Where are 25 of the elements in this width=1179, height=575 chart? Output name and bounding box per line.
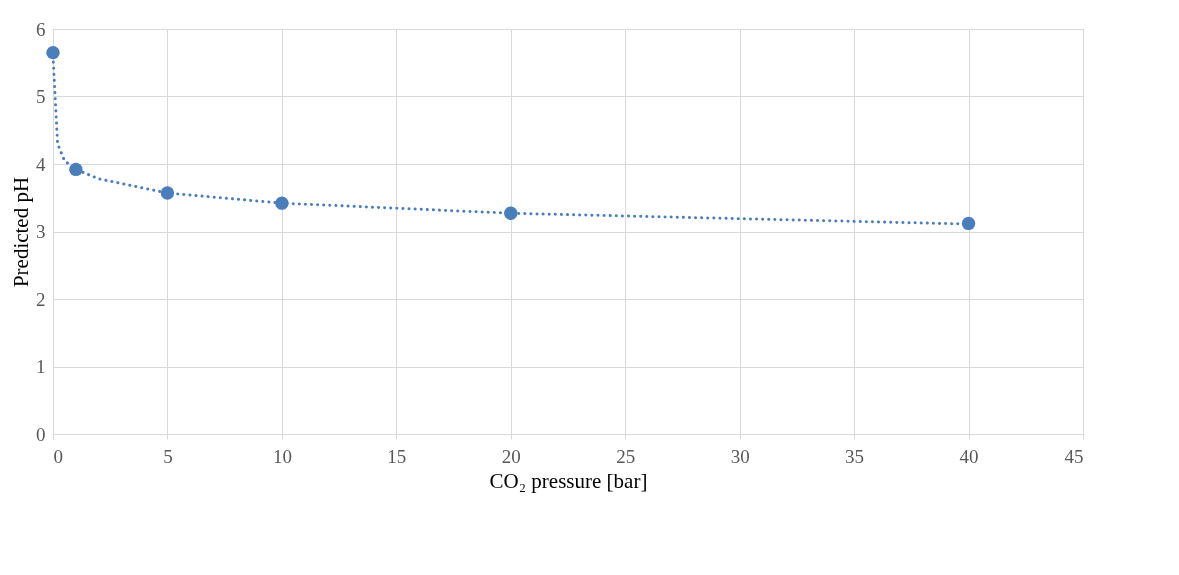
x-tick-label: 15 — [387, 445, 407, 467]
point — [46, 45, 60, 60]
point — [69, 162, 83, 177]
y-tick-label: 2 — [36, 288, 46, 310]
point — [504, 206, 518, 220]
x-tick-label: 10 — [272, 445, 292, 467]
y-tick-label: 3 — [36, 221, 46, 242]
y-axis-title: Predicted pH — [9, 176, 33, 288]
x-tick-label: 5 — [163, 445, 173, 467]
x-tick-label: 30 — [730, 445, 750, 467]
y-tick-label: 1 — [36, 356, 46, 377]
point — [275, 196, 289, 210]
y-tick-label: 4 — [36, 153, 46, 175]
x-tick-label: 20 — [501, 445, 521, 467]
y-tick-label: 5 — [36, 86, 46, 107]
y-tick-label: 0 — [36, 423, 46, 445]
x-tick-label: 0 — [53, 445, 63, 467]
y-tick-label: 6 — [36, 18, 46, 40]
x-tick-label: 45 — [1064, 445, 1084, 467]
x-tick-label: 35 — [845, 445, 865, 467]
x-tick-label: 25 — [616, 445, 636, 467]
x-axis-title: CO₂ pressure [bar] — [489, 468, 648, 493]
point — [961, 216, 976, 231]
x-tick-label: 40 — [959, 445, 979, 467]
point — [160, 186, 175, 200]
